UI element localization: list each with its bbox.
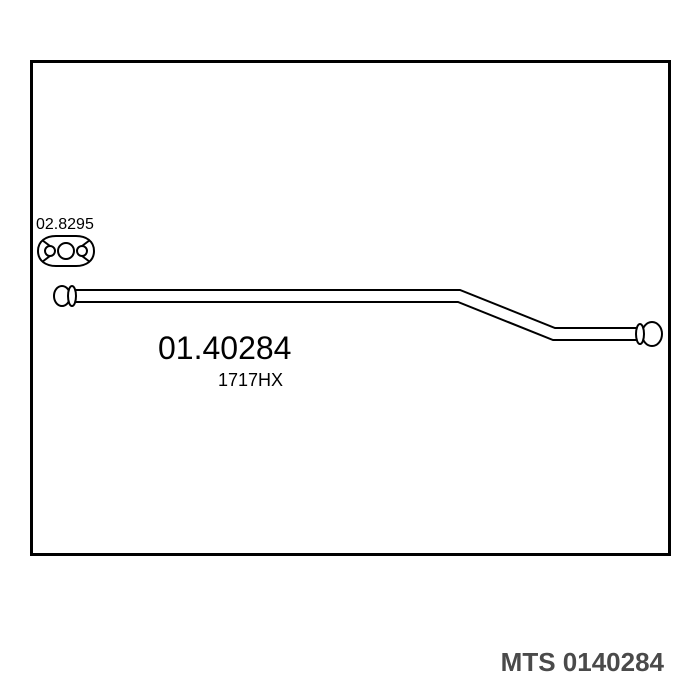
caption-label: MTS 0140284 <box>501 647 664 678</box>
diagram-canvas: 02.8295 01.40284 1717HX MTS 0140284 <box>0 0 700 700</box>
oem-number-label: 1717HX <box>218 370 283 391</box>
exhaust-pipe-icon <box>0 0 700 700</box>
part-number-label: 01.40284 <box>158 330 291 367</box>
